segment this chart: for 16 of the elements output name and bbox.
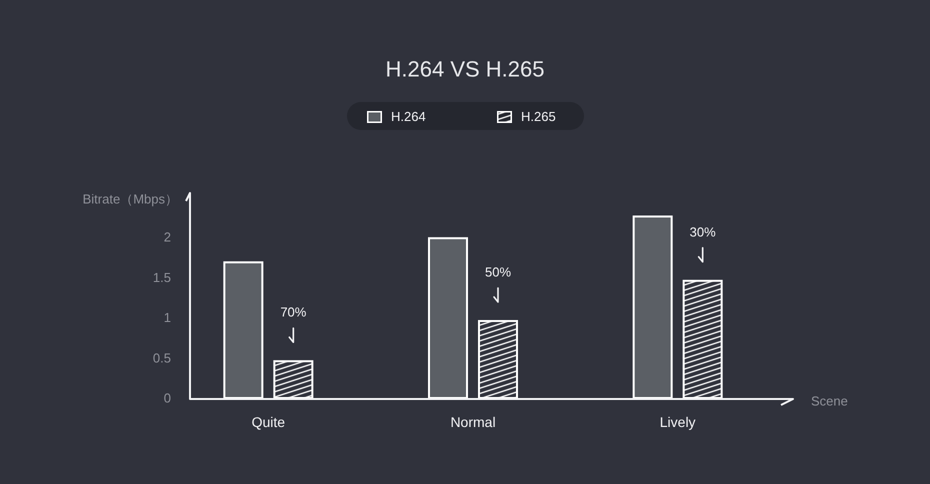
annotation: 30%: [690, 224, 716, 240]
legend-label: H.265: [521, 109, 556, 124]
legend-label: H.264: [391, 109, 426, 124]
y-tick-label: 1: [164, 310, 171, 326]
annotation: 50%: [484, 264, 512, 280]
y-tick-label: 0: [164, 390, 171, 406]
x-tick-label: Lively: [660, 414, 696, 430]
chart-title: H.264 VS H.265: [386, 56, 544, 82]
annotation: 70%: [280, 304, 307, 320]
y-tick-label: 2: [164, 230, 171, 245]
y-axis-title: Bitrate（Mbps）: [82, 192, 178, 206]
y-tick-label: 0.5: [152, 350, 171, 366]
x-tick-label: Normal: [450, 414, 496, 430]
x-tick-label: Quite: [252, 414, 286, 430]
x-axis-title: Scene: [811, 394, 848, 408]
y-tick-label: 1.5: [152, 270, 171, 285]
